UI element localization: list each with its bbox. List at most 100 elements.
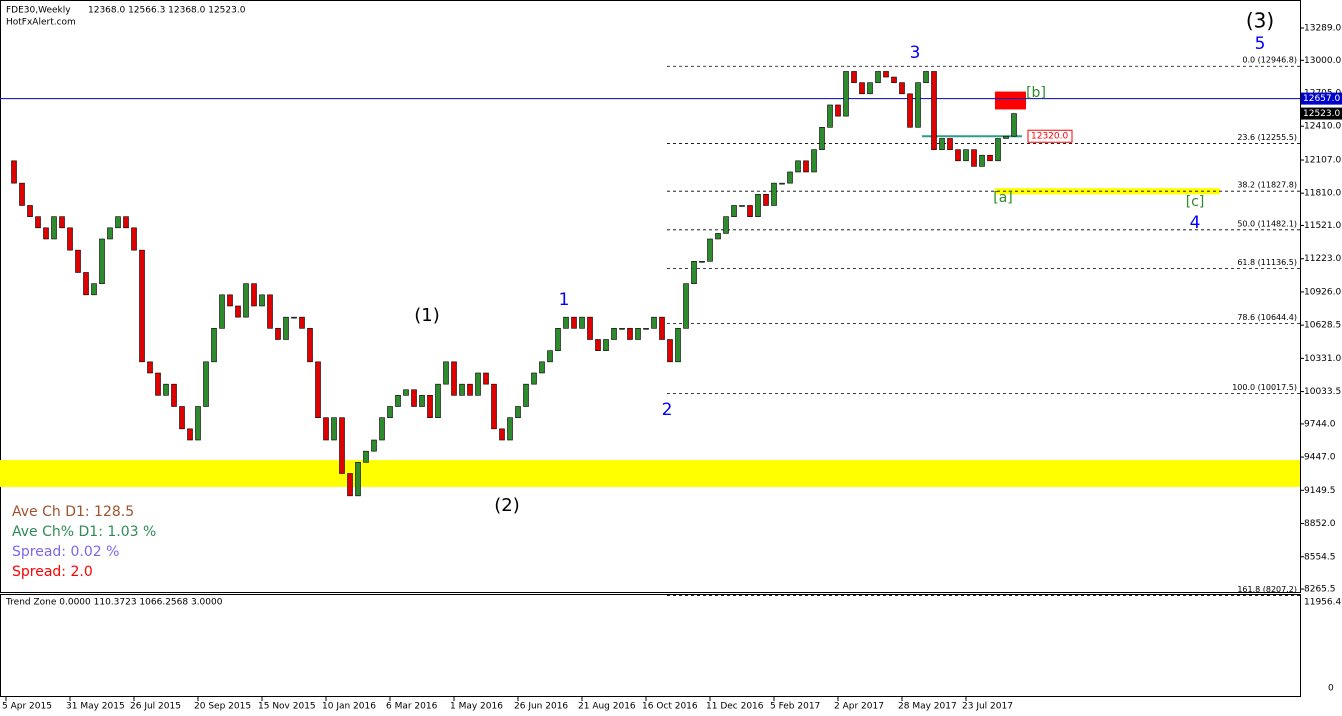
candle-body xyxy=(395,395,401,407)
candle-body xyxy=(571,316,577,329)
y-tick-label: 9149.5 xyxy=(1304,486,1336,496)
candle-body xyxy=(347,473,353,497)
wave-label: (3) xyxy=(1246,9,1274,33)
candle-body xyxy=(387,406,393,418)
price-box xyxy=(1301,107,1342,120)
info-text: Ave Ch% D1: 1.03 % xyxy=(12,524,156,540)
candle-body xyxy=(491,383,497,430)
fib-label: 161.8 (8207.2) xyxy=(1237,585,1297,594)
candle-body xyxy=(707,238,713,262)
price-panel xyxy=(0,0,1301,593)
candle-body xyxy=(435,383,441,418)
candle-body xyxy=(75,249,81,273)
candle-body xyxy=(931,71,937,150)
candle-body xyxy=(99,238,105,284)
candle-body xyxy=(355,462,361,497)
candle-body xyxy=(235,305,241,318)
candle-body xyxy=(195,406,201,441)
candle-body xyxy=(811,149,817,173)
candle-body xyxy=(555,328,561,351)
fib-label: 78.6 (10644.4) xyxy=(1237,313,1297,322)
x-tick-label: 26 Jun 2016 xyxy=(514,702,568,712)
candle-body xyxy=(667,339,673,363)
wave-label: 1 xyxy=(559,290,570,310)
candle-body xyxy=(43,227,49,240)
y-tick-label: 11810.0 xyxy=(1304,189,1341,199)
wave-label: 4 xyxy=(1190,213,1201,233)
x-tick-label: 31 May 2015 xyxy=(66,702,125,712)
candle-body xyxy=(467,383,473,396)
ohlc: 12368.0 12566.3 12368.0 12523.0 xyxy=(88,6,246,16)
candle-body xyxy=(219,294,225,329)
candle-body xyxy=(115,216,121,229)
y-tick-label: 8852.0 xyxy=(1304,519,1336,529)
candle-body xyxy=(771,182,777,206)
x-tick-label: 5 Apr 2015 xyxy=(2,702,52,712)
candle-body xyxy=(587,316,593,340)
zone xyxy=(995,91,1026,110)
candle-body xyxy=(723,216,729,234)
x-tick-label: 28 May 2017 xyxy=(898,702,957,712)
candle-body xyxy=(579,316,585,329)
candle-body xyxy=(11,160,17,184)
candle-body xyxy=(1003,135,1009,139)
candle-body xyxy=(819,127,825,150)
wave-label: [a] xyxy=(993,190,1013,206)
zone xyxy=(0,460,1300,487)
wave-label: (2) xyxy=(494,495,520,516)
candle-body xyxy=(963,149,969,162)
candle-body xyxy=(203,361,209,407)
candle-body xyxy=(891,76,897,83)
x-tick-label: 23 Jul 2017 xyxy=(962,702,1013,712)
candle-body xyxy=(955,149,961,162)
candle-body xyxy=(779,182,785,185)
candle-body xyxy=(523,383,529,407)
y-tick-label: 9447.0 xyxy=(1304,453,1336,463)
candle-body xyxy=(899,82,905,95)
candle-body xyxy=(339,417,345,474)
candle-body xyxy=(563,316,569,329)
candle-body xyxy=(763,194,769,206)
candle-body xyxy=(883,71,889,78)
y-tick-label: 9744.0 xyxy=(1304,419,1336,429)
x-tick-label: 15 Nov 2015 xyxy=(258,702,316,712)
candle-body xyxy=(515,406,521,418)
candle-body xyxy=(291,316,297,319)
candle-body xyxy=(603,339,609,351)
wave-label: 5 xyxy=(1255,34,1266,54)
level-label: 12320.0 xyxy=(1031,132,1068,142)
hline-box xyxy=(1301,92,1342,105)
candle-body xyxy=(59,216,65,229)
candle-body xyxy=(875,71,881,83)
site: HotFxAlert.com xyxy=(6,18,76,28)
candle-body xyxy=(835,104,841,117)
y-tick-label: 13000.0 xyxy=(1304,56,1341,66)
candle-body xyxy=(651,316,657,329)
y-tick-label: 11223.0 xyxy=(1304,254,1341,264)
candle-body xyxy=(163,383,169,396)
hline-label: 12657.0 xyxy=(1303,94,1340,104)
indicator-title: Trend Zone 0.0000 110.3723 1066.2568 3.0… xyxy=(5,598,223,608)
candle-body xyxy=(243,283,249,318)
candle-body xyxy=(619,328,625,330)
candle-body xyxy=(539,361,545,374)
candle-body xyxy=(267,294,273,329)
x-tick-label: 16 Oct 2016 xyxy=(642,702,698,712)
candle-body xyxy=(747,205,753,217)
candle-body xyxy=(139,249,145,363)
candle-body xyxy=(363,450,369,463)
candle-body xyxy=(595,339,601,351)
candle-body xyxy=(475,372,481,396)
candle-body xyxy=(979,154,985,167)
candle-body xyxy=(179,406,185,430)
candle-body xyxy=(323,417,329,441)
candle-body xyxy=(699,261,705,263)
x-tick-label: 10 Jan 2016 xyxy=(322,702,376,712)
candle-body xyxy=(35,216,41,229)
candle-body xyxy=(451,361,457,396)
candle-body xyxy=(187,428,193,441)
x-tick-label: 5 Feb 2017 xyxy=(770,702,820,712)
candle-body xyxy=(843,71,849,117)
